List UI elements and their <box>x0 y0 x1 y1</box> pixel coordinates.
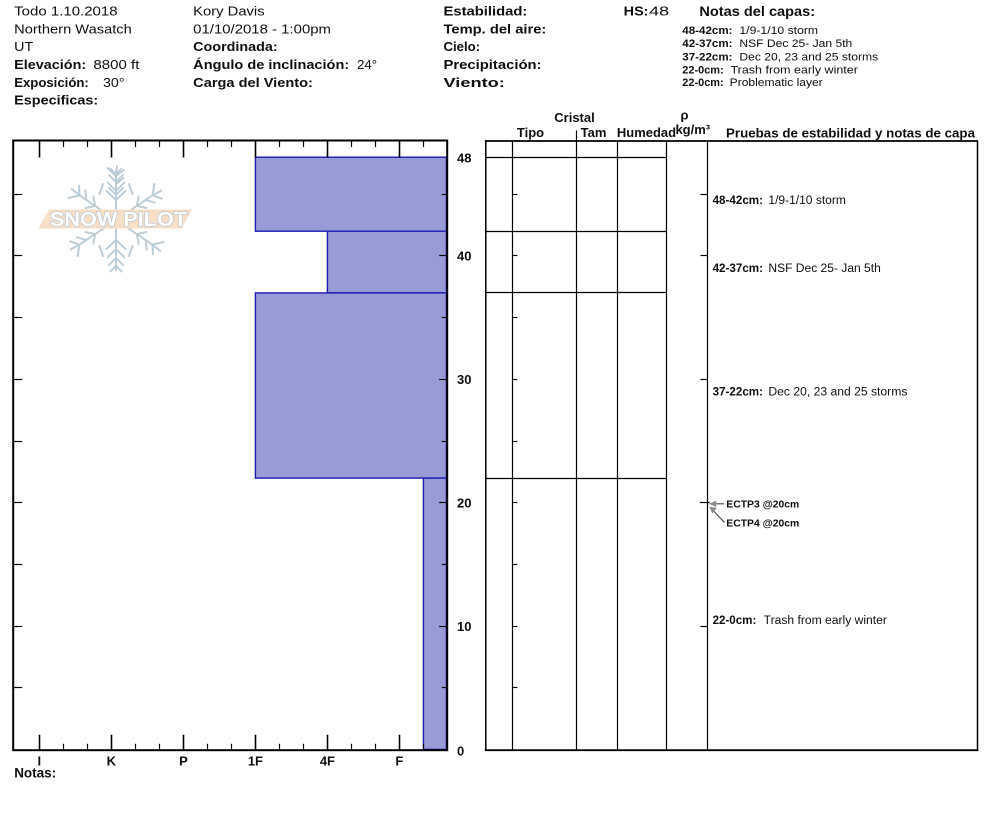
svg-text:Northern Wasatch: Northern Wasatch <box>14 21 132 36</box>
svg-text:I: I <box>37 754 41 769</box>
svg-text:Coordinada:: Coordinada: <box>193 39 278 54</box>
svg-text:48-42cm:: 48-42cm: <box>713 195 763 207</box>
svg-text:Precipitación:: Precipitación: <box>444 57 542 72</box>
svg-text:SNOW PILOT: SNOW PILOT <box>50 209 187 231</box>
svg-text:Notas del capas:: Notas del capas: <box>699 4 815 19</box>
svg-text:ECTP4 @20cm: ECTP4 @20cm <box>726 518 799 529</box>
svg-text:30: 30 <box>457 372 471 387</box>
svg-text:Trash from early winter: Trash from early winter <box>731 64 859 76</box>
svg-text:Viento:: Viento: <box>444 75 505 90</box>
svg-text:ρ: ρ <box>680 108 688 123</box>
svg-text:22-0cm:: 22-0cm: <box>713 615 757 627</box>
svg-text:40: 40 <box>457 249 471 264</box>
svg-text:NSF Dec 25- Jan 5th: NSF Dec 25- Jan 5th <box>739 38 852 50</box>
svg-text:Ángulo de inclinación:: Ángulo de inclinación: <box>193 57 349 72</box>
svg-text:42-37cm:: 42-37cm: <box>682 38 732 50</box>
svg-text:UT: UT <box>14 39 33 54</box>
svg-text:Tipo: Tipo <box>517 125 544 140</box>
svg-text:22-0cm:: 22-0cm: <box>682 64 723 76</box>
svg-text:Temp. del aire:: Temp. del aire: <box>444 21 547 36</box>
svg-text:22-0cm:: 22-0cm: <box>682 77 723 89</box>
svg-text:Carga del Viento:: Carga del Viento: <box>193 75 313 90</box>
svg-text:NSF Dec 25- Jan 5th: NSF Dec 25- Jan 5th <box>768 263 880 275</box>
svg-text:Cielo:: Cielo: <box>444 39 481 54</box>
svg-text:Tam: Tam <box>581 125 607 140</box>
svg-text:Humedad: Humedad <box>617 125 676 140</box>
svg-text:42-37cm:: 42-37cm: <box>713 263 763 275</box>
svg-text:Estabilidad:: Estabilidad: <box>444 4 528 19</box>
svg-text:01/10/2018 - 1:00pm: 01/10/2018 - 1:00pm <box>193 21 331 36</box>
svg-text:kg/m³: kg/m³ <box>675 122 710 137</box>
svg-text:Dec 20, 23 and 25 storms: Dec 20, 23 and 25 storms <box>739 51 878 63</box>
svg-text:30°: 30° <box>103 75 125 90</box>
svg-text:24°: 24° <box>357 57 377 72</box>
svg-text:10: 10 <box>457 619 471 634</box>
svg-text:20: 20 <box>457 495 471 510</box>
svg-text:4F: 4F <box>320 754 335 769</box>
svg-text:Trash from early winter: Trash from early winter <box>764 615 887 627</box>
svg-text:37-22cm:: 37-22cm: <box>713 387 763 399</box>
svg-text:Exposición:: Exposición: <box>14 75 89 90</box>
svg-text:Elevación:: Elevación: <box>14 57 86 72</box>
svg-text:1F: 1F <box>248 754 263 769</box>
svg-text:HS:: HS: <box>624 4 649 19</box>
svg-text:ECTP3 @20cm: ECTP3 @20cm <box>726 499 799 510</box>
svg-text:48: 48 <box>649 4 669 19</box>
svg-text:Cristal: Cristal <box>554 110 594 125</box>
svg-text:0: 0 <box>457 743 464 758</box>
svg-text:Problematic layer: Problematic layer <box>730 77 823 89</box>
svg-text:F: F <box>395 754 403 769</box>
svg-text:P: P <box>179 754 188 769</box>
svg-text:Dec 20, 23 and 25 storms: Dec 20, 23 and 25 storms <box>768 387 907 399</box>
svg-text:Todo 1.10.2018: Todo 1.10.2018 <box>14 4 117 19</box>
svg-text:8800 ft: 8800 ft <box>93 57 139 72</box>
svg-text:1/9-1/10 storm: 1/9-1/10 storm <box>768 195 846 207</box>
svg-text:48: 48 <box>457 150 471 165</box>
svg-text:37-22cm:: 37-22cm: <box>682 51 732 63</box>
svg-text:48-42cm:: 48-42cm: <box>682 25 732 37</box>
svg-text:Pruebas de estabilidad y notas: Pruebas de estabilidad y notas de capa <box>726 126 976 141</box>
svg-text:Kory Davis: Kory Davis <box>193 4 265 19</box>
svg-text:K: K <box>107 754 117 769</box>
svg-text:1/9-1/10 storm: 1/9-1/10 storm <box>739 25 818 37</box>
svg-text:Notas:: Notas: <box>14 766 56 781</box>
svg-text:Especificas:: Especificas: <box>14 93 98 108</box>
